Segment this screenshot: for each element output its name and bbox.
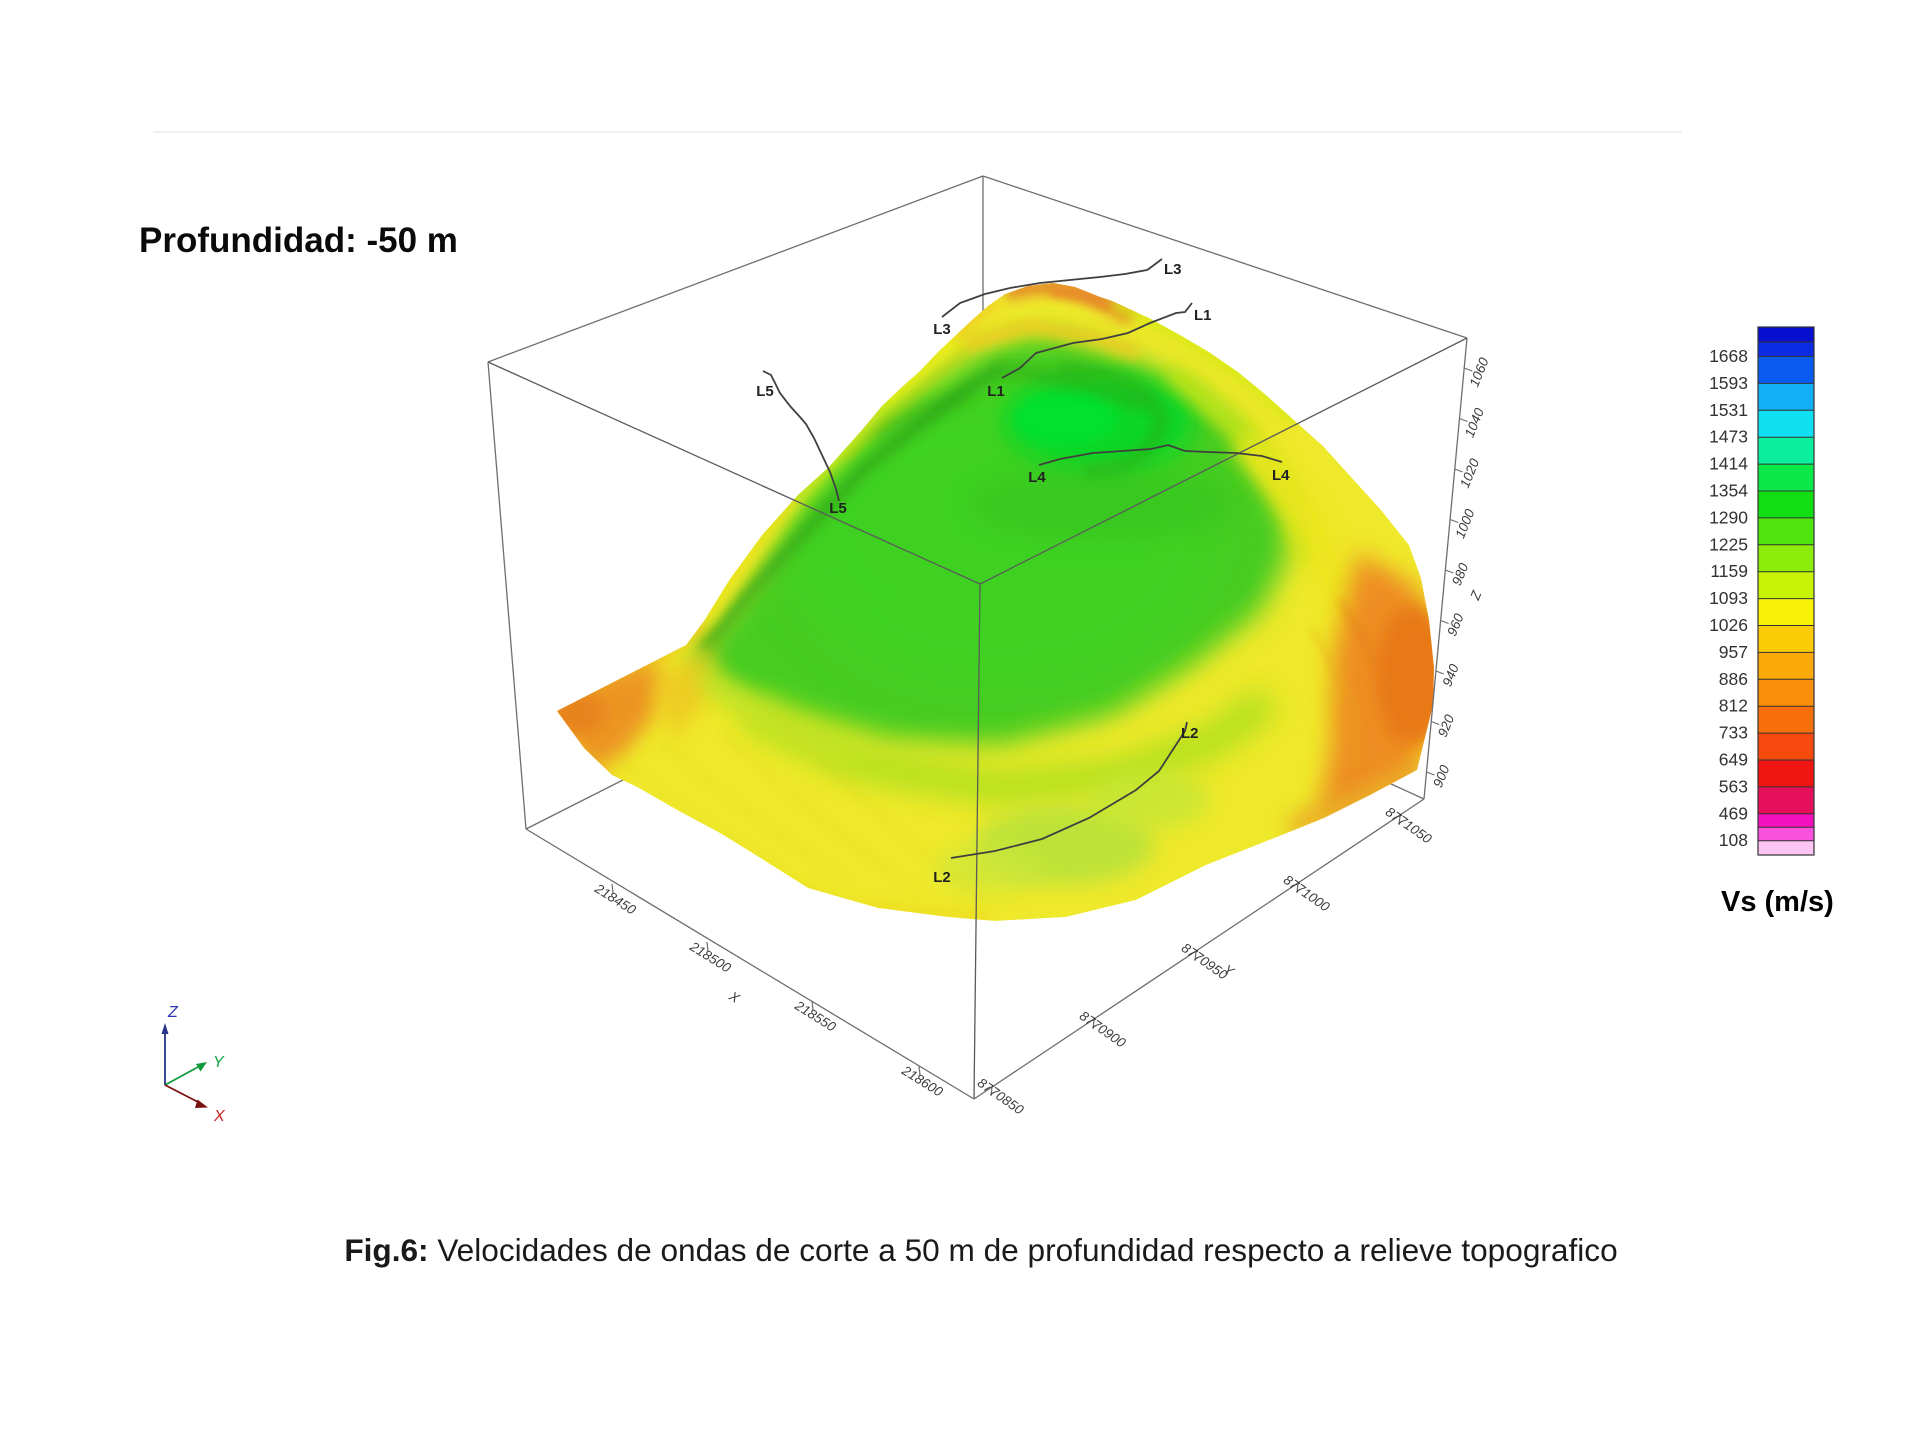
svg-text:1290: 1290: [1709, 507, 1748, 527]
svg-text:Z: Z: [167, 1004, 179, 1021]
svg-text:886: 886: [1719, 669, 1748, 689]
svg-text:1531: 1531: [1709, 400, 1748, 420]
svg-text:649: 649: [1719, 750, 1748, 770]
svg-text:469: 469: [1719, 803, 1748, 823]
svg-text:957: 957: [1719, 642, 1748, 662]
svg-text:1593: 1593: [1709, 373, 1748, 393]
svg-text:1026: 1026: [1709, 615, 1748, 635]
svg-text:1473: 1473: [1709, 427, 1748, 447]
svg-text:L1: L1: [1194, 307, 1212, 324]
svg-text:1225: 1225: [1709, 534, 1748, 554]
svg-text:Vs (m/s): Vs (m/s): [1721, 886, 1834, 918]
svg-text:563: 563: [1719, 776, 1748, 796]
svg-text:L1: L1: [987, 383, 1005, 400]
svg-text:L2: L2: [933, 869, 951, 886]
svg-text:L5: L5: [756, 383, 774, 400]
svg-text:L3: L3: [933, 321, 951, 338]
svg-text:1159: 1159: [1710, 561, 1748, 581]
svg-text:X: X: [213, 1108, 226, 1125]
svg-text:108: 108: [1719, 830, 1748, 850]
svg-text:733: 733: [1719, 723, 1748, 743]
svg-text:1093: 1093: [1709, 588, 1748, 608]
svg-text:Profundidad: -50 m: Profundidad: -50 m: [139, 221, 458, 260]
svg-text:L3: L3: [1164, 261, 1182, 278]
svg-text:1668: 1668: [1709, 346, 1748, 366]
svg-text:L2: L2: [1181, 725, 1199, 742]
svg-text:812: 812: [1719, 696, 1748, 716]
svg-text:1354: 1354: [1709, 481, 1748, 501]
svg-text:L4: L4: [1272, 467, 1290, 484]
svg-text:1414: 1414: [1709, 454, 1748, 474]
svg-text:Fig.6: Velocidades de ondas de: Fig.6: Velocidades de ondas de corte a 5…: [344, 1232, 1617, 1268]
svg-text:L5: L5: [829, 500, 847, 517]
svg-text:Y: Y: [213, 1054, 225, 1071]
svg-text:L4: L4: [1028, 469, 1046, 486]
